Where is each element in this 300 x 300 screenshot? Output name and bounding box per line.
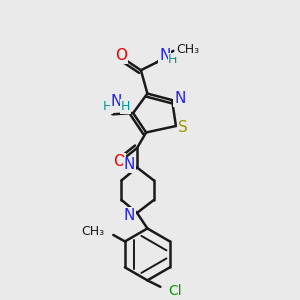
Text: N: N — [174, 91, 185, 106]
Text: N: N — [111, 94, 122, 109]
Text: Cl: Cl — [168, 284, 182, 298]
Text: H: H — [121, 100, 130, 113]
Text: N: N — [124, 208, 135, 223]
Text: O: O — [116, 49, 128, 64]
Text: CH₃: CH₃ — [176, 43, 199, 56]
Text: H: H — [168, 53, 178, 66]
Text: H: H — [103, 100, 112, 113]
Text: O: O — [113, 154, 125, 169]
Text: CH₃: CH₃ — [81, 225, 104, 238]
Text: S: S — [178, 120, 187, 135]
Text: N: N — [159, 49, 170, 64]
Text: N: N — [124, 158, 135, 172]
